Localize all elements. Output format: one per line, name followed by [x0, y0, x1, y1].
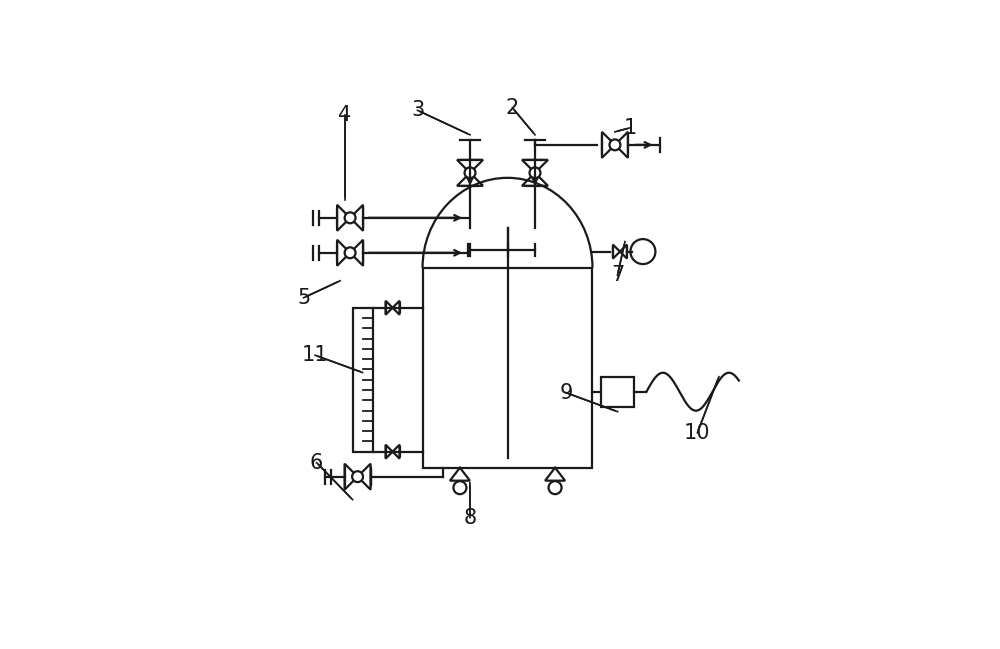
Text: 8: 8	[463, 508, 477, 528]
Text: 5: 5	[297, 288, 310, 308]
Bar	[353, 308, 373, 452]
Circle shape	[345, 247, 356, 258]
Text: 10: 10	[684, 422, 711, 443]
Text: 1: 1	[623, 118, 637, 138]
Circle shape	[465, 167, 475, 178]
Circle shape	[530, 167, 540, 178]
Bar	[601, 376, 634, 407]
Circle shape	[345, 212, 356, 223]
Text: 2: 2	[506, 98, 519, 118]
Text: 11: 11	[302, 345, 328, 365]
Circle shape	[609, 140, 620, 151]
Text: 9: 9	[559, 383, 573, 403]
Text: 4: 4	[338, 105, 352, 125]
Circle shape	[352, 471, 363, 482]
Text: 7: 7	[611, 265, 624, 286]
Bar	[423, 268, 592, 468]
Text: 3: 3	[411, 101, 424, 120]
Text: 6: 6	[310, 452, 323, 472]
